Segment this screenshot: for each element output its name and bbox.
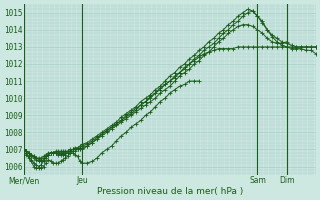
X-axis label: Pression niveau de la mer( hPa ): Pression niveau de la mer( hPa ) <box>97 187 243 196</box>
